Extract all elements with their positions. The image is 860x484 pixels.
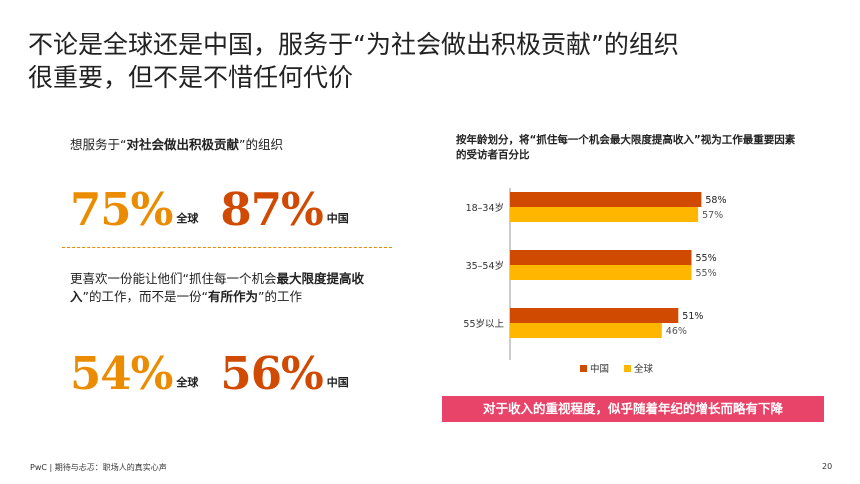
page-title-line1: 不论是全球还是中国，服务于“为社会做出积极贡献”的组织 (28, 30, 679, 59)
bar-global (510, 323, 662, 338)
bar-global (510, 207, 699, 222)
bar-china (510, 192, 702, 207)
legend-swatch (580, 365, 587, 372)
bar-china (510, 308, 679, 323)
stat-note-2: 更喜欢一份能让他们“抓住每一个机会最大限度提高收入”的工作，而不是一份“有所作为… (70, 270, 390, 306)
bar-chart: 18–34岁 58% 57% 35–54岁 55% 55% 55岁以上 51% 46% 中国 全球 (463, 188, 727, 375)
category-label: 55岁以上 (463, 318, 504, 330)
stat-2-china-label: 中国 (326, 376, 349, 389)
data-label: 57% (702, 210, 723, 221)
stat-note-2-e: ”的工作 (257, 289, 302, 304)
data-label: 55% (696, 268, 717, 279)
page-title-line2: 很重要，但不是不惜任何代价 (28, 63, 354, 92)
data-label: 46% (666, 326, 687, 337)
stat-note-2-d: 有所作为 (207, 289, 258, 304)
category-label: 35–54岁 (466, 260, 504, 272)
bar-global (510, 265, 692, 280)
stat-note-1-bold: 对社会做出积极贡献 (126, 137, 239, 152)
stat-row-2: 54% 全球 56% 中国 (70, 344, 371, 398)
bar-china (510, 250, 692, 265)
stat-1-china-value: 87% (220, 183, 323, 236)
data-label: 55% (696, 253, 717, 264)
stat-2-global-label: 全球 (176, 376, 199, 389)
footer-source: PwC | 期待与忐忑：职场人的真实心声 (30, 463, 167, 472)
chart-title: 按年龄划分，将“抓住每一个机会最大限度提高收入”视为工作最重要因素的受访者百分比 (456, 134, 796, 161)
stat-note-2-a: 更喜欢一份能让他们“抓住每一个机会 (70, 271, 277, 286)
stat-note-2-b: 最大限度提高收入 (70, 271, 364, 304)
stat-note-1-prefix: 想服务于“ (70, 137, 127, 152)
page-number: 20 (822, 462, 833, 471)
stat-1-global-label: 全球 (176, 212, 199, 225)
stat-1-global-value: 75% (70, 183, 173, 236)
stat-note-2-c: ”的工作，而不是一份“ (82, 289, 208, 304)
stat-2-china-value: 56% (220, 347, 323, 400)
legend-swatch (624, 365, 631, 372)
category-label: 18–34岁 (466, 202, 504, 214)
data-label: 51% (682, 311, 703, 322)
data-label: 58% (705, 195, 726, 206)
stat-note-1: 想服务于“对社会做出积极贡献”的组织 (70, 136, 283, 154)
legend-label: 中国 (590, 363, 609, 375)
stat-note-1-suffix: ”的组织 (239, 137, 283, 152)
legend-label: 全球 (634, 363, 654, 375)
stat-1-china-label: 中国 (326, 212, 349, 225)
stat-2-global-value: 54% (70, 347, 173, 400)
page-title: 不论是全球还是中国，服务于“为社会做出积极贡献”的组织 很重要，但不是不惜任何代… (28, 28, 828, 94)
section-divider (62, 247, 392, 248)
stat-row-1: 75% 全球 87% 中国 (70, 180, 371, 234)
callout-banner: 对于收入的重视程度，似乎随着年纪的增长而略有下降 (442, 396, 824, 422)
